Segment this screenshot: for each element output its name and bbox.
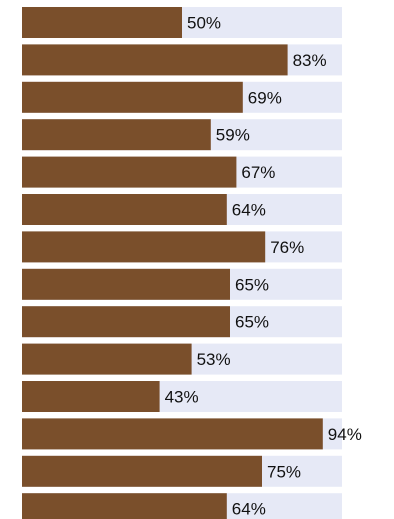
bar-value-label: 65%: [235, 275, 269, 294]
bar: [22, 119, 211, 151]
bar-value-label: 69%: [248, 88, 282, 107]
bar-value-label: 67%: [241, 163, 275, 182]
bar: [22, 81, 243, 113]
bar: [22, 418, 323, 450]
bar: [22, 343, 192, 375]
bar: [22, 7, 182, 38]
bar-value-label: 83%: [293, 51, 327, 70]
bar: [22, 381, 160, 412]
bar: [22, 44, 288, 76]
bar-value-label: 94%: [328, 425, 362, 444]
bar-value-label: 53%: [197, 350, 231, 369]
bar-value-label: 59%: [216, 126, 250, 145]
bar: [22, 194, 227, 225]
bar-value-label: 75%: [267, 462, 301, 481]
bar-value-label: 65%: [235, 313, 269, 332]
bar-rows: 50%83%69%59%67%64%76%65%65%53%43%94%75%6…: [22, 7, 362, 519]
bar: [22, 306, 230, 338]
bar-value-label: 64%: [232, 201, 266, 220]
bar-value-label: 50%: [187, 14, 221, 33]
bar: [22, 455, 262, 487]
bar: [22, 493, 227, 519]
bar: [22, 268, 230, 300]
bar-value-label: 64%: [232, 500, 266, 519]
bar: [22, 231, 266, 263]
bar-value-label: 43%: [165, 388, 199, 407]
bar-value-label: 76%: [270, 238, 304, 257]
bar: [22, 156, 237, 188]
